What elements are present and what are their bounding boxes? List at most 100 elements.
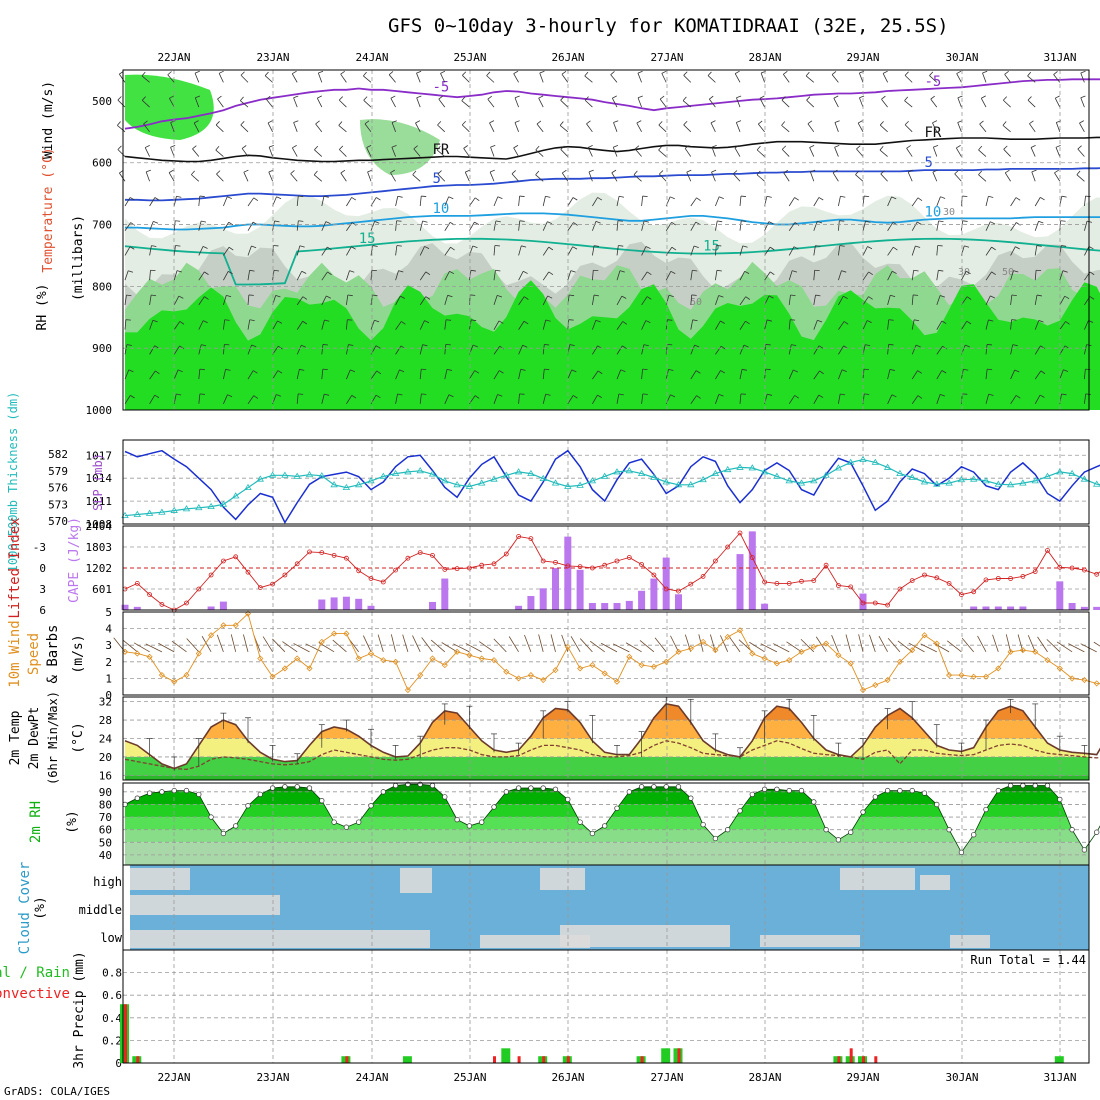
pressure-tick-label: 500 [92,95,112,108]
thickness-point [896,469,904,476]
wind-barb [388,74,396,83]
wind-barb [1014,369,1020,373]
wind-barb [351,395,357,399]
lifted-index-point [602,562,608,568]
wind-barb [321,196,325,207]
wind-barb [461,100,470,108]
thickness-point [711,469,720,476]
wind-barb [838,270,842,281]
wind-tick-label: 0 [105,689,112,702]
surface-wind-barb [1027,635,1036,652]
surface-wind-barb [201,636,212,653]
thickness-point [1019,479,1027,486]
wind-barb [887,222,894,231]
wind-barb [1077,148,1085,157]
wind-barb [881,95,886,100]
wind-tick-label: 1 [105,672,112,685]
wind-barb [611,169,617,174]
wind-barb [887,394,893,404]
wind-barb [267,120,273,124]
wind-barb [857,122,864,133]
thickness-point [1043,472,1052,479]
wind-barb [542,271,550,281]
rh2m-point [429,782,436,789]
wind-speed-point [417,672,424,679]
wind-barb [559,121,564,126]
wind-barb [1089,296,1095,300]
wind-barb [141,71,146,77]
wind-barb [514,95,520,99]
wind-barb [321,394,325,404]
lifted-index-point [466,565,472,571]
wind-barb [202,246,208,249]
cape-bar [367,605,375,610]
wind-barb [985,271,992,281]
wind-barb [586,123,593,133]
wind-barb [149,197,156,207]
lifted-index-point [540,558,546,564]
surface-wind-barb [1037,636,1048,653]
wind-barb [370,270,373,281]
wind-barb [296,321,304,330]
wind-speed-point [687,645,694,652]
thickness-point [773,472,781,479]
wind-barb [375,394,381,399]
thickness-point [699,475,707,483]
rh2m-point [934,801,940,808]
wind-barb [168,169,174,173]
wind-barb [1038,319,1044,323]
thickness-point [957,475,966,483]
wind-barb [198,393,201,404]
wind-barb [695,221,701,225]
thickness-point [859,455,867,462]
wind-barb [833,98,839,108]
wind-barb [390,169,395,174]
wind-barb [364,123,372,133]
lifted-index-point [676,588,681,594]
cape-bar [736,554,744,610]
wind-barb [764,221,770,231]
wind-barb [588,169,594,173]
wind-barb [513,147,519,157]
wind-barb [321,295,327,306]
wind-barb [1084,196,1086,207]
wind-barb [400,295,405,299]
isotherm-line [124,237,1100,286]
thickness-point [514,468,523,475]
wind-barb [936,345,943,355]
wind-speed-point [171,678,178,685]
wind-barb [391,122,396,132]
wind-barb [296,271,303,281]
wind-barb [1054,97,1061,108]
surface-wind-barb [186,638,200,653]
surface-wind-barb [786,641,802,653]
rh2m-point [602,823,608,829]
isotherm-line [125,167,1100,202]
wind-barb [782,74,790,83]
wind-barb [665,222,672,231]
lifted-index-point [159,602,165,607]
wind-barb [809,147,815,157]
wind-barb [324,393,330,396]
rh2m-point [454,816,460,823]
lifted-index-point [626,555,632,560]
wind-barb [391,145,397,148]
wind-barb [124,344,128,355]
wind-barb [904,71,909,76]
wind-barb [296,393,299,404]
temperature-axis-label: Temperature (°C) [41,147,56,272]
wind-speed-point [786,657,793,664]
rh2m-point [442,794,448,800]
wind-barb [966,320,972,325]
wind-barb [1004,172,1011,182]
cape-bar [515,605,523,610]
lifted-index-point [134,581,140,586]
total-precip-bar [661,1048,671,1063]
wind-barb [838,245,841,256]
slp-tick-label: 1011 [86,495,113,508]
lifted-index-point [491,561,497,567]
wind-barb [518,245,522,256]
wind-barb [620,369,626,373]
wind-speed-point [1056,665,1063,672]
